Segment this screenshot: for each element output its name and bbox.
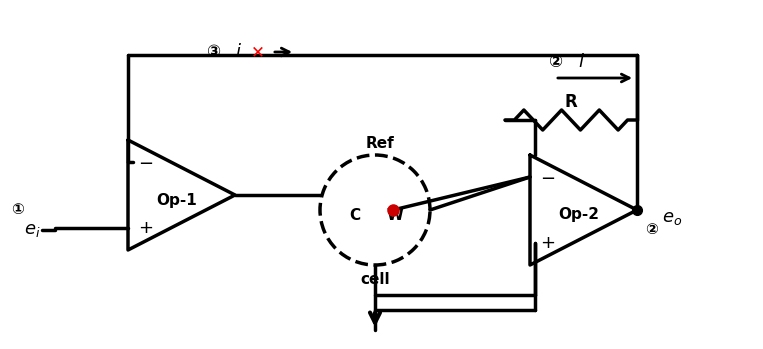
Text: Ref: Ref: [365, 135, 394, 150]
Text: ③: ③: [206, 43, 220, 61]
Text: ✕: ✕: [251, 43, 265, 61]
Text: $+$: $+$: [138, 219, 153, 237]
Text: ①: ①: [11, 202, 24, 217]
Text: $i$: $i$: [235, 43, 242, 61]
Text: ②: ②: [548, 53, 562, 71]
Text: cell: cell: [360, 272, 390, 287]
Text: $+$: $+$: [540, 234, 555, 252]
Text: Op-2: Op-2: [558, 208, 599, 223]
Text: $-$: $-$: [540, 168, 555, 186]
Text: Op-1: Op-1: [156, 193, 197, 208]
Text: R: R: [565, 93, 578, 111]
Text: C: C: [349, 208, 361, 223]
Text: $i$: $i$: [578, 53, 585, 71]
Text: ②: ②: [645, 223, 658, 238]
Text: W: W: [387, 208, 404, 223]
Text: $e_o$: $e_o$: [662, 209, 682, 227]
Text: $e_i$: $e_i$: [24, 221, 40, 239]
Text: $-$: $-$: [138, 153, 153, 171]
